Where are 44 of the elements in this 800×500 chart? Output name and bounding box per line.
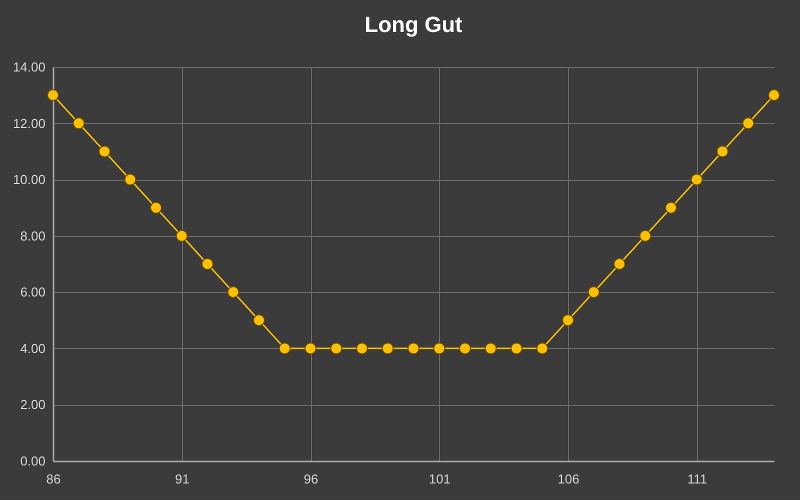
- x-tick-label: 106: [558, 472, 580, 486]
- point: [98, 145, 110, 158]
- point: [536, 342, 548, 354]
- point: [227, 286, 240, 298]
- point: [665, 202, 677, 214]
- y-tick-label: 2.00: [20, 397, 46, 412]
- point: [690, 174, 703, 186]
- point: [639, 230, 652, 242]
- point: [253, 314, 265, 326]
- point: [124, 174, 136, 186]
- point: [716, 145, 728, 158]
- x-tick-label: 96: [304, 472, 318, 486]
- point: [330, 342, 342, 354]
- y-tick-label: 10.00: [12, 172, 46, 188]
- point: [459, 342, 471, 354]
- point: [176, 230, 188, 242]
- point: [382, 342, 394, 354]
- point: [150, 202, 162, 214]
- point: [202, 258, 214, 270]
- point: [742, 117, 754, 130]
- y-tick-label: 12.00: [12, 116, 46, 131]
- point: [304, 342, 316, 354]
- x-tick-label: 111: [687, 472, 708, 486]
- point: [433, 342, 446, 354]
- y-tick-label: 6.00: [20, 284, 46, 300]
- y-tick-label: 8.00: [20, 228, 46, 244]
- x-tick-label: 91: [175, 472, 190, 486]
- point: [408, 342, 420, 354]
- y-tick-label: 14.00: [12, 60, 46, 74]
- x-tick-label: 101: [428, 472, 451, 486]
- point: [47, 89, 59, 102]
- point: [768, 89, 780, 102]
- point: [588, 286, 600, 298]
- point: [278, 342, 291, 354]
- point: [356, 342, 368, 354]
- point: [562, 314, 574, 326]
- point: [484, 342, 497, 354]
- chart-title: Long Gut: [364, 12, 464, 37]
- point: [510, 342, 522, 354]
- x-tick-label: 86: [46, 472, 61, 486]
- point: [614, 258, 626, 270]
- y-tick-label: 0.00: [20, 454, 46, 468]
- y-tick-label: 4.00: [20, 340, 46, 356]
- point: [72, 117, 85, 130]
